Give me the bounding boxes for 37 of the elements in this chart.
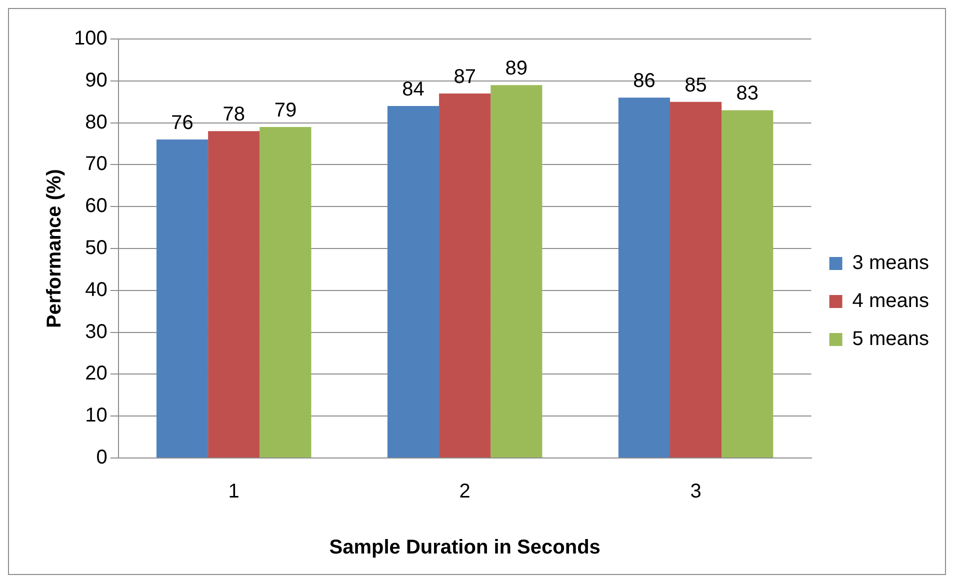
x-tick-label: 1 — [228, 480, 240, 503]
y-tick-label: 100 — [74, 28, 108, 50]
bar — [387, 106, 440, 458]
bar — [260, 126, 312, 458]
data-label: 79 — [274, 100, 297, 122]
bar — [670, 102, 722, 458]
y-tick-label: 40 — [85, 278, 108, 301]
data-label: 76 — [171, 112, 194, 134]
legend-label: 5 means — [852, 328, 930, 350]
x-axis-title: Sample Duration in Seconds — [329, 536, 600, 559]
x-tick-label: 2 — [459, 480, 470, 503]
data-label: 89 — [505, 58, 528, 80]
data-label: 78 — [222, 104, 245, 126]
bar — [722, 110, 774, 458]
y-tick-label: 20 — [85, 362, 108, 385]
bar — [490, 85, 542, 458]
y-tick-label: 10 — [85, 404, 108, 427]
x-tick-label: 3 — [690, 480, 702, 503]
y-tick-label: 90 — [85, 69, 108, 92]
bar — [156, 140, 208, 458]
data-label: 87 — [454, 66, 476, 88]
legend-label: 4 means — [852, 290, 930, 312]
data-label: 84 — [402, 78, 424, 101]
y-tick-label: 70 — [85, 153, 108, 176]
bar — [208, 131, 260, 458]
y-tick-label: 60 — [85, 195, 108, 218]
data-label: 86 — [633, 70, 656, 92]
y-tick-label: 80 — [85, 111, 108, 134]
y-tick-label: 0 — [96, 446, 108, 469]
y-axis-title: Performance (%) — [44, 169, 66, 328]
bar — [618, 98, 670, 458]
legend-label: 3 means — [852, 252, 930, 274]
data-label: 85 — [684, 74, 707, 96]
y-tick-label: 30 — [85, 320, 108, 343]
y-tick-label: 50 — [85, 237, 108, 260]
data-label: 83 — [736, 82, 759, 105]
bar — [439, 93, 491, 458]
